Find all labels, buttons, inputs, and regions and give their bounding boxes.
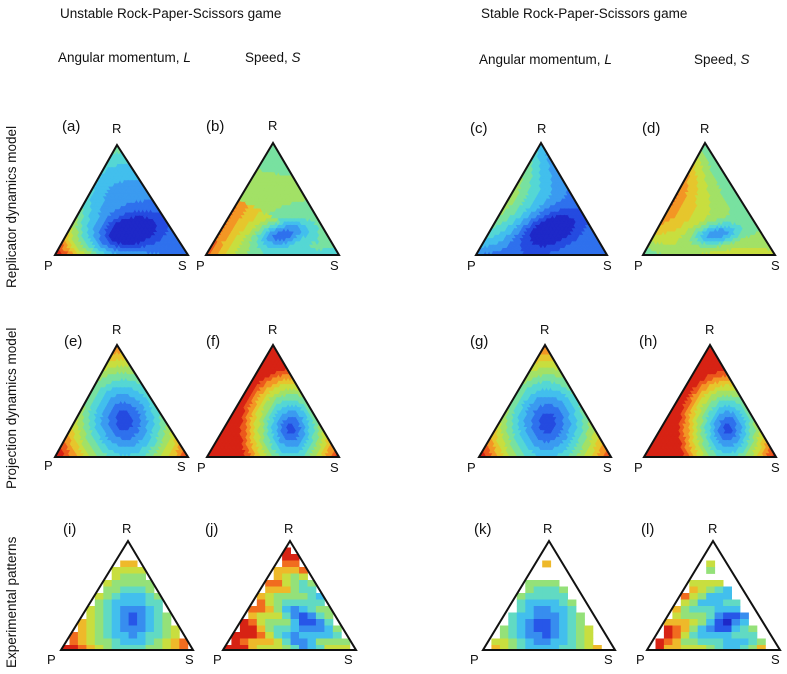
- heatmap-b: [206, 143, 339, 255]
- heatmap-l: [655, 560, 766, 650]
- heatmap-h: [644, 345, 776, 457]
- triangle-outline-j: [221, 539, 358, 651]
- heatmap-f: [207, 345, 339, 457]
- panel-k: [481, 539, 617, 651]
- vertex-label-s-i: S: [185, 652, 194, 667]
- vertex-label-r-f: R: [268, 322, 278, 337]
- heatmap-k: [491, 560, 602, 650]
- vertex-label-s-c: S: [603, 258, 612, 273]
- vertex-label-r-b: R: [268, 118, 278, 133]
- panel-b: [204, 141, 341, 256]
- vertex-label-p-j: P: [213, 652, 222, 667]
- triangle-outline-b: [204, 141, 341, 256]
- vertex-label-s-j: S: [344, 652, 353, 667]
- triangle-outline-g: [477, 343, 613, 458]
- heatmap-i: [61, 560, 189, 650]
- vertex-label-r-k: R: [543, 521, 553, 536]
- vertex-label-p-i: P: [47, 652, 56, 667]
- panel-e: [53, 343, 190, 458]
- panel-label-h: (h): [639, 333, 658, 350]
- panel-label-d: (d): [642, 120, 661, 137]
- vertex-label-r-e: R: [112, 322, 122, 337]
- panel-a: [53, 143, 190, 256]
- panel-label-j: (j): [205, 521, 219, 538]
- panel-label-a: (a): [62, 118, 81, 135]
- vertex-label-s-b: S: [330, 258, 339, 273]
- heatmap-g: [479, 345, 611, 457]
- panel-label-k: (k): [474, 521, 492, 538]
- vertex-label-p-b: P: [196, 258, 205, 273]
- column-label-speed-stable: Speed, S: [694, 52, 750, 67]
- triangle-outline-h: [642, 343, 778, 458]
- panel-label-g: (g): [470, 333, 489, 350]
- panel-g: [477, 343, 613, 458]
- panel-h: [642, 343, 778, 458]
- triangle-outline-c: [474, 141, 609, 256]
- column-label-speed-unstable: Speed, S: [245, 50, 301, 65]
- vertex-label-r-l: R: [708, 521, 718, 536]
- vertex-label-r-g: R: [540, 322, 550, 337]
- panel-label-i: (i): [63, 521, 77, 538]
- vertex-label-s-k: S: [604, 652, 613, 667]
- vertex-label-p-e: P: [44, 458, 53, 473]
- vertex-label-s-d: S: [771, 258, 780, 273]
- vertex-label-p-c: P: [467, 258, 476, 273]
- panel-label-e: (e): [64, 333, 83, 350]
- panel-d: [641, 141, 777, 256]
- triangle-outline-k: [481, 539, 617, 651]
- heatmap-c: [476, 143, 607, 255]
- panel-l: [645, 539, 782, 651]
- vertex-label-r-a: R: [112, 121, 122, 136]
- vertex-label-r-d: R: [700, 121, 710, 136]
- vertex-label-p-f: P: [197, 460, 206, 475]
- triangle-outline-a: [53, 143, 190, 256]
- vertex-label-p-h: P: [634, 460, 643, 475]
- vertex-label-r-i: R: [122, 521, 132, 536]
- vertex-label-s-l: S: [771, 652, 780, 667]
- triangle-outline-i: [59, 539, 195, 651]
- vertex-label-r-c: R: [537, 121, 547, 136]
- heatmap-j: [223, 547, 351, 650]
- heatmap-a: [55, 145, 188, 255]
- vertex-label-s-e: S: [177, 459, 186, 474]
- unstable-game-title: Unstable Rock-Paper-Scissors game: [60, 6, 282, 21]
- panel-c: [474, 141, 609, 256]
- column-label-angular-momentum-stable: Angular momentum, L: [479, 52, 612, 67]
- vertex-label-s-f: S: [330, 460, 339, 475]
- vertex-label-p-d: P: [634, 258, 643, 273]
- panel-j: [221, 539, 358, 651]
- vertex-label-p-l: P: [636, 652, 645, 667]
- vertex-label-s-a: S: [178, 258, 187, 273]
- panel-i: [59, 539, 195, 651]
- panel-label-f: (f): [206, 333, 221, 350]
- triangle-outline-e: [53, 343, 190, 458]
- vertex-label-p-k: P: [470, 652, 479, 667]
- heatmap-e: [55, 345, 188, 457]
- vertex-label-p-g: P: [467, 460, 476, 475]
- panel-f: [205, 343, 341, 458]
- heatmap-d: [643, 143, 775, 255]
- stable-game-title: Stable Rock-Paper-Scissors game: [481, 6, 688, 21]
- triangle-outline-l: [645, 539, 782, 651]
- triangle-outline-d: [641, 141, 777, 256]
- vertex-label-s-h: S: [771, 460, 780, 475]
- vertex-label-r-j: R: [284, 521, 294, 536]
- vertex-label-p-a: P: [44, 258, 53, 273]
- panel-label-l: (l): [641, 521, 655, 538]
- panel-label-c: (c): [470, 120, 488, 137]
- vertex-label-s-g: S: [603, 460, 612, 475]
- vertex-label-r-h: R: [705, 322, 715, 337]
- triangle-outline-f: [205, 343, 341, 458]
- column-label-angular-momentum-unstable: Angular momentum, L: [58, 50, 191, 65]
- panel-label-b: (b): [206, 118, 225, 135]
